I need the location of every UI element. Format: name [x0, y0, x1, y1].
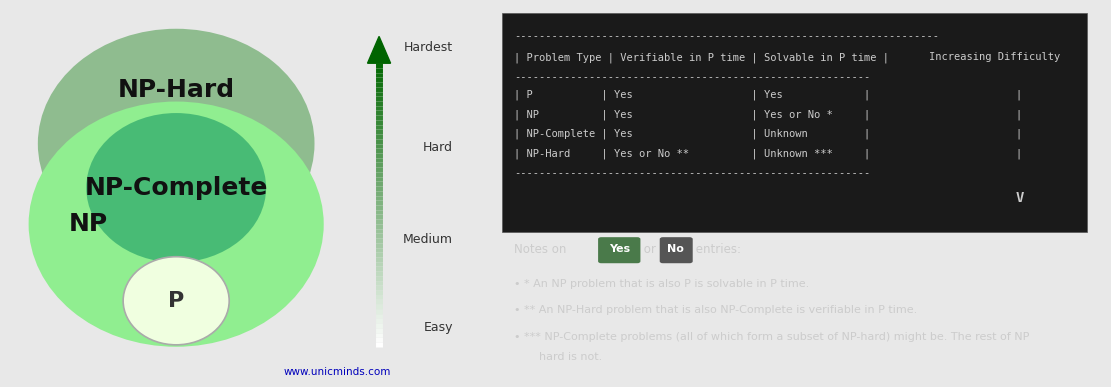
Text: www.unicminds.com: www.unicminds.com	[284, 366, 391, 377]
Text: |: |	[1015, 149, 1021, 159]
Text: Hardest: Hardest	[403, 41, 453, 55]
FancyBboxPatch shape	[598, 237, 640, 263]
Text: Hard: Hard	[423, 141, 453, 154]
Text: |: |	[1015, 89, 1021, 100]
Text: P: P	[168, 291, 184, 311]
Text: • ** An NP-Hard problem that is also NP-Complete is verifiable in P time.: • ** An NP-Hard problem that is also NP-…	[514, 305, 918, 315]
Text: hard is not.: hard is not.	[539, 353, 602, 363]
Text: Yes: Yes	[609, 244, 630, 254]
Polygon shape	[368, 36, 391, 63]
Text: Increasing Difficulty: Increasing Difficulty	[929, 53, 1061, 62]
Text: NP: NP	[69, 212, 108, 236]
Text: |: |	[1015, 109, 1021, 120]
Text: NP-Hard: NP-Hard	[118, 78, 234, 102]
Text: |: |	[1015, 129, 1021, 139]
Text: | NP-Hard     | Yes or No **          | Unknown ***     |: | NP-Hard | Yes or No ** | Unknown *** |	[514, 149, 870, 159]
Text: V: V	[1015, 192, 1023, 205]
Text: • *** NP-Complete problems (all of which form a subset of NP-hard) might be. The: • *** NP-Complete problems (all of which…	[514, 332, 1030, 342]
FancyBboxPatch shape	[501, 14, 1087, 232]
Circle shape	[87, 113, 267, 262]
Text: • * An NP problem that is also P is solvable in P time.: • * An NP problem that is also P is solv…	[514, 279, 809, 289]
Circle shape	[38, 29, 314, 259]
Text: No: No	[668, 244, 684, 254]
Text: ---------------------------------------------------------: ----------------------------------------…	[514, 72, 870, 82]
Text: | P           | Yes                   | Yes             |: | P | Yes | Yes |	[514, 89, 870, 100]
Text: --------------------------------------------------------------------: ----------------------------------------…	[514, 31, 939, 41]
Text: Medium: Medium	[403, 233, 453, 246]
Text: ---------------------------------------------------------: ----------------------------------------…	[514, 169, 870, 178]
Text: entries:: entries:	[692, 243, 741, 255]
FancyBboxPatch shape	[660, 237, 693, 263]
Text: | Problem Type | Verifiable in P time | Solvable in P time |: | Problem Type | Verifiable in P time | …	[514, 52, 889, 63]
Text: NP-Complete: NP-Complete	[84, 176, 268, 200]
Text: or: or	[640, 243, 660, 255]
Circle shape	[29, 101, 323, 347]
Text: Notes on: Notes on	[514, 243, 570, 255]
Circle shape	[123, 257, 229, 345]
Text: | NP          | Yes                   | Yes or No *     |: | NP | Yes | Yes or No * |	[514, 109, 870, 120]
Text: | NP-Complete | Yes                   | Unknown         |: | NP-Complete | Yes | Unknown |	[514, 129, 870, 139]
Text: Easy: Easy	[423, 321, 453, 334]
